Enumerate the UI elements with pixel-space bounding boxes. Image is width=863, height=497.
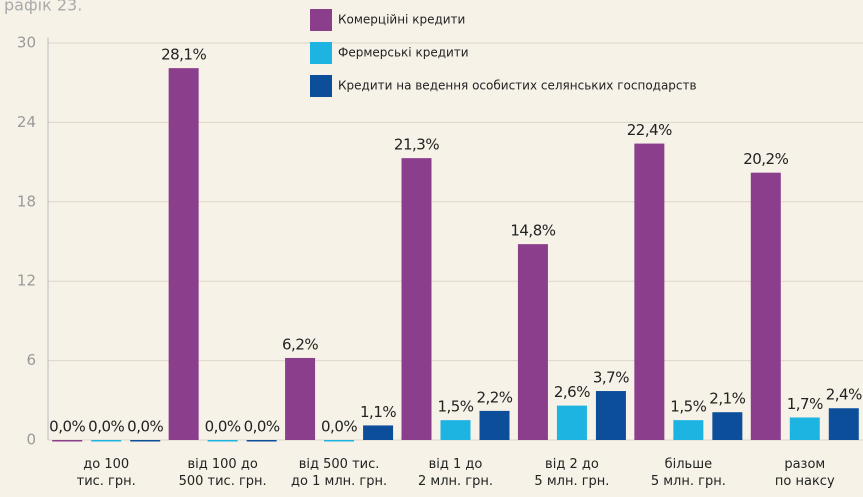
value-label: 2,4% [826,386,862,404]
legend-label: Фермерські кредити [338,46,469,60]
x-tick-line: від 1 до [429,457,483,472]
y-tick-label: 24 [17,113,36,131]
y-tick-label: 30 [17,34,36,52]
bar [712,412,742,440]
x-tick-line: 2 млн. грн. [418,474,493,489]
value-label: 0,0% [49,418,85,436]
x-tick-line: 5 млн. грн. [651,474,726,489]
value-label: 0,0% [205,418,241,436]
legend-swatch [310,75,332,97]
value-label: 20,2% [743,150,788,168]
bar [441,420,471,440]
value-label: 2,2% [476,388,512,406]
value-label: 1,7% [787,395,823,413]
legend-swatch [310,9,332,31]
legend-label: Комерційні кредити [338,13,465,27]
bar [790,418,820,440]
x-tick-label: більше 5 млн. грн. [651,457,726,489]
value-label: 14,8% [510,222,555,240]
bar [285,358,315,440]
bar [751,173,781,440]
bar [208,440,238,442]
x-tick-line: разом [784,457,825,472]
x-tick-label: від 2 до 5 млн. грн. [534,457,609,489]
value-label: 28,1% [161,46,206,64]
value-label: 22,4% [627,121,672,139]
value-label: 1,1% [360,403,396,421]
bar [557,406,587,440]
bar [480,411,510,440]
x-tick-label: від 1 до 2 млн. грн. [418,457,493,489]
bar [829,408,859,440]
value-label: 1,5% [670,398,706,416]
y-tick-label: 12 [17,272,36,290]
chart: рафік 23. 0612182430до 100тис. грн.0,0%0… [0,0,863,497]
x-tick-line: більше [665,457,713,472]
value-label: 6,2% [282,335,318,353]
y-tick-label: 0 [26,431,36,449]
legend-swatch [310,42,332,64]
x-tick-line: від 500 тис. [299,457,380,472]
bar [169,68,199,440]
value-label: 21,3% [394,136,439,154]
value-label: 2,1% [709,390,745,408]
value-label: 0,0% [127,418,163,436]
bar [402,158,432,440]
bar [634,144,664,440]
value-label: 2,6% [554,383,590,401]
x-tick-line: по наксу [775,474,835,489]
x-tick-line: 500 тис. грн. [179,474,267,489]
x-tick-line: до 1 млн. грн. [291,474,387,489]
bar [518,244,548,440]
bar [324,440,354,442]
bar [91,440,121,442]
value-label: 0,0% [88,418,124,436]
bar [247,440,277,442]
value-label: 0,0% [244,418,280,436]
bar [52,440,82,442]
bar [596,391,626,440]
x-tick-line: від 2 до [545,457,599,472]
chart-title: рафік 23. [4,0,82,15]
x-tick-line: від 100 до [188,457,258,472]
bar [363,425,393,440]
legend-label: Кредити на ведення особистих селянських … [338,79,697,93]
x-tick-line: тис. грн. [77,474,136,489]
y-tick-label: 6 [26,351,36,369]
x-tick-line: до 100 [83,457,129,472]
x-tick-label: від 100 до 500 тис. грн. [179,457,267,489]
value-label: 0,0% [321,418,357,436]
x-tick-label: разом по наксу [775,457,835,489]
bar [673,420,703,440]
x-tick-line: 5 млн. грн. [534,474,609,489]
x-tick-label: від 500 тис. до 1 млн. грн. [291,457,387,489]
y-tick-label: 18 [17,192,36,210]
value-label: 3,7% [593,369,629,387]
value-label: 1,5% [437,398,473,416]
x-tick-label: до 100 тис. грн. [77,457,136,489]
bar [130,440,160,442]
